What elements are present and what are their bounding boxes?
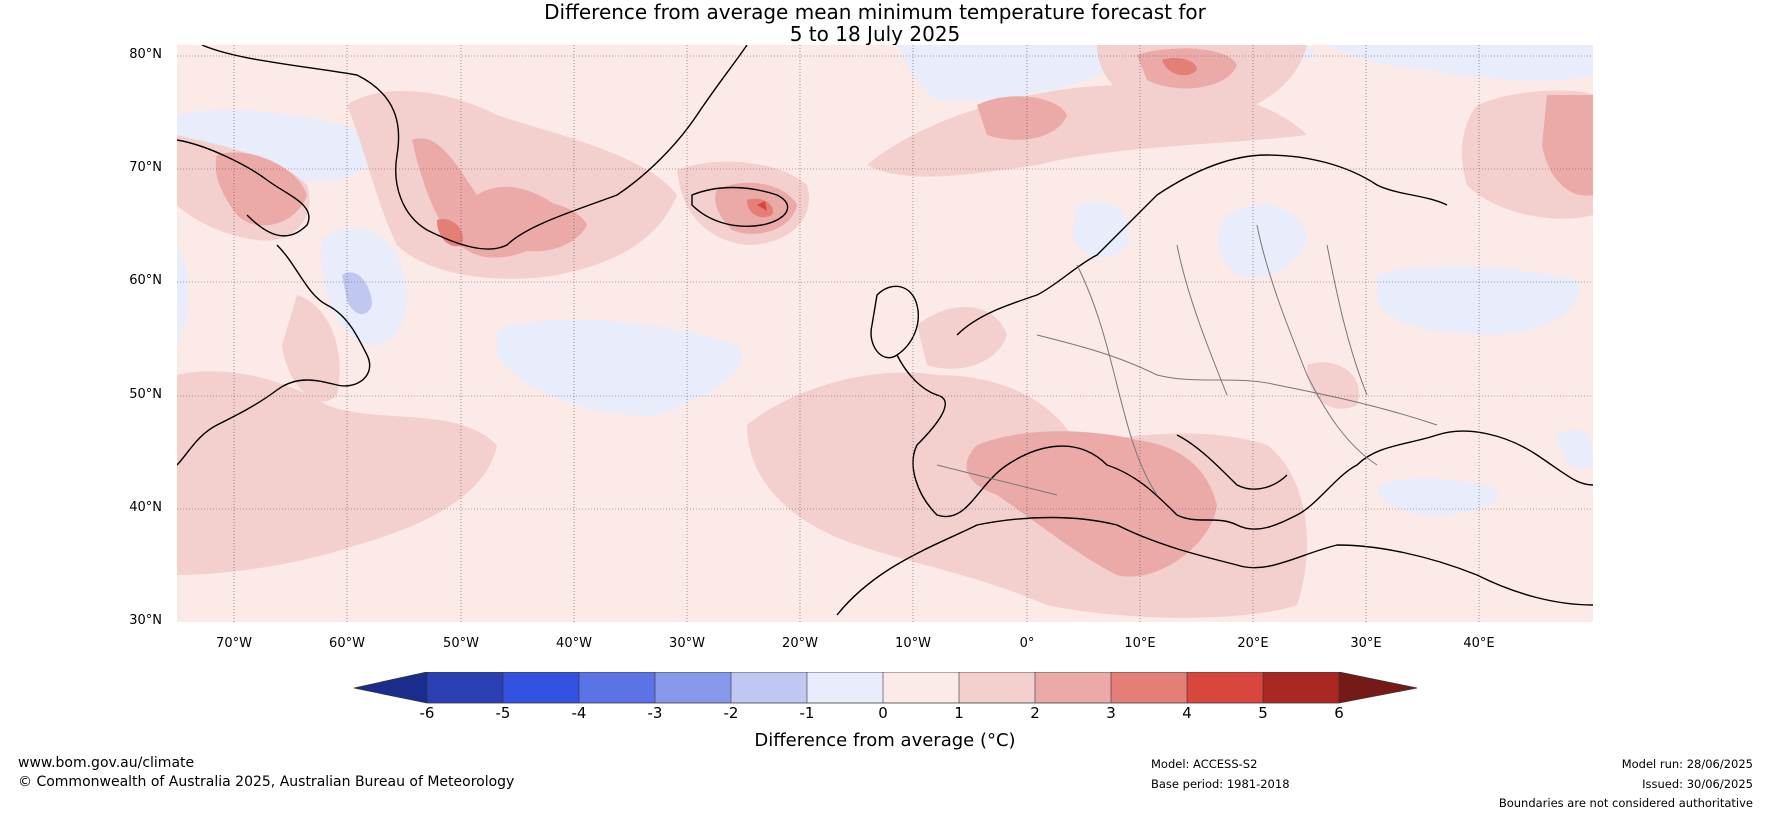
warm-area-france [917, 306, 1007, 369]
colorbar-tick-neg6: -6 [419, 704, 435, 722]
lat-label-50n: 50°N [129, 387, 162, 402]
warm3-iceland [747, 198, 773, 218]
colorbar-tick-0: 0 [878, 704, 888, 722]
coast-greenland [201, 45, 748, 250]
colorbar-tick-4: 4 [1182, 704, 1192, 722]
colorbar-tick-2: 2 [1030, 704, 1040, 722]
lat-label-60n: 60°N [129, 273, 162, 288]
lat-label-70n: 70°N [129, 160, 162, 175]
coast-europe-south [896, 354, 1593, 530]
cool-area-russia [1377, 265, 1579, 335]
colorbar-bin-4-5 [1187, 672, 1263, 703]
colorbar-bin-5-6 [1263, 672, 1339, 703]
colorbar-tick-5: 5 [1258, 704, 1268, 722]
footer-model-run: Model run: 28/06/2025 [1621, 757, 1753, 771]
lon-label-20e: 20°E [1237, 636, 1269, 651]
anomaly-4-5-iceland [757, 201, 767, 211]
forecast-map [177, 45, 1593, 622]
colorbar-bin-0-1 [883, 672, 959, 703]
coast-iceland [691, 186, 789, 227]
border-line-4 [1256, 224, 1378, 466]
colorbar-tick-6: 6 [1334, 704, 1344, 722]
lat-label-80n: 80°N [129, 47, 162, 62]
colorbar-extend-low [354, 672, 427, 703]
colorbar-bin-neg5-neg4 [503, 672, 579, 703]
warm2-western-med [966, 431, 1217, 577]
warm2-barents [1542, 95, 1593, 196]
lon-label-60w: 60°W [329, 636, 365, 651]
footer-copyright: © Commonwealth of Australia 2025, Austra… [18, 774, 515, 790]
colorbar-tick-neg1: -1 [799, 704, 815, 722]
anomaly-negative-areas [177, 45, 1593, 515]
border-line-1 [1036, 334, 1438, 426]
footer-website-link[interactable]: www.bom.gov.au/climate [18, 755, 195, 771]
country-borders [936, 224, 1438, 496]
cool-area-north-atlantic [497, 319, 743, 416]
lon-label-30w: 30°W [669, 636, 705, 651]
coast-africa [836, 516, 1593, 616]
colorbar-tick-neg5: -5 [495, 704, 511, 722]
coast-baffin [177, 139, 310, 237]
border-line-6 [936, 464, 1058, 496]
lon-label-20w: 20°W [782, 636, 818, 651]
warm-area-newfoundland [282, 295, 340, 402]
coastlines [177, 45, 1593, 616]
cool-area-caspian [1557, 429, 1593, 469]
border-line-5 [1326, 244, 1368, 396]
warm-area-ukraine [1307, 362, 1359, 409]
warm3-greenland [437, 219, 463, 247]
lon-label-10e: 10°E [1124, 636, 1156, 651]
coast-labrador [177, 244, 371, 466]
colorbar-tick-3: 3 [1106, 704, 1116, 722]
footer-disclaimer: Boundaries are not considered authoritat… [1498, 796, 1753, 810]
lon-label-40w: 40°W [556, 636, 592, 651]
colorbar [354, 672, 1418, 704]
anomaly-neg1-2-labrador [342, 272, 372, 315]
colorbar-extend-high [1339, 672, 1417, 703]
colorbar-tick-neg3: -3 [647, 704, 663, 722]
map-canvas [177, 45, 1593, 622]
warm2-baffin [215, 152, 307, 226]
coast-europe-north [956, 154, 1448, 336]
colorbar-dividers [426, 672, 1340, 703]
footer-model: Model: ACCESS-S2 [1151, 757, 1258, 771]
coast-italy [1176, 434, 1288, 490]
colorbar-tick-neg4: -4 [571, 704, 587, 722]
lon-label-0: 0° [1019, 636, 1035, 651]
cool-area-barents [1327, 45, 1593, 81]
colorbar-bin-neg1-0 [807, 672, 883, 703]
cool-area-turkey [1377, 478, 1499, 515]
colorbar-bin-1-2 [959, 672, 1035, 703]
lat-label-40n: 40°N [129, 500, 162, 515]
colorbar-bin-neg3-neg2 [655, 672, 731, 703]
graticule [177, 45, 1593, 622]
lon-label-70w: 70°W [216, 636, 252, 651]
colorbar-bin-neg4-neg3 [579, 672, 655, 703]
cool-area-norway [1072, 201, 1129, 258]
colorbar-bin-2-3 [1035, 672, 1111, 703]
lon-label-40e: 40°E [1463, 636, 1495, 651]
lon-label-50w: 50°W [443, 636, 479, 651]
lon-label-10w: 10°W [895, 636, 931, 651]
colorbar-label: Difference from average (°C) [754, 730, 1016, 751]
warm2-norwegian-sea [977, 96, 1067, 140]
lat-label-30n: 30°N [129, 613, 162, 628]
chart-title-line2: 5 to 18 July 2025 [789, 22, 961, 46]
warm3-svalbard [1162, 58, 1197, 76]
anomaly-3-4-areas [437, 58, 1197, 247]
colorbar-tick-1: 1 [954, 704, 964, 722]
border-line-3 [1176, 244, 1228, 396]
cool-area-hudson [177, 245, 189, 345]
colorbar-bin-3-4 [1111, 672, 1187, 703]
chart-title-line1: Difference from average mean minimum tem… [544, 0, 1206, 24]
colorbar-tick-neg2: -2 [723, 704, 739, 722]
footer-issued: Issued: 30/06/2025 [1642, 777, 1753, 791]
warm-area-west-atlantic [177, 371, 497, 575]
lon-label-30e: 30°E [1350, 636, 1382, 651]
colorbar-bin-neg2-neg1 [731, 672, 807, 703]
border-line-2 [1076, 264, 1158, 496]
cool-area-finland [1218, 204, 1307, 278]
footer-base-period: Base period: 1981-2018 [1151, 777, 1290, 791]
colorbar-bin-neg6-neg5 [427, 672, 503, 703]
